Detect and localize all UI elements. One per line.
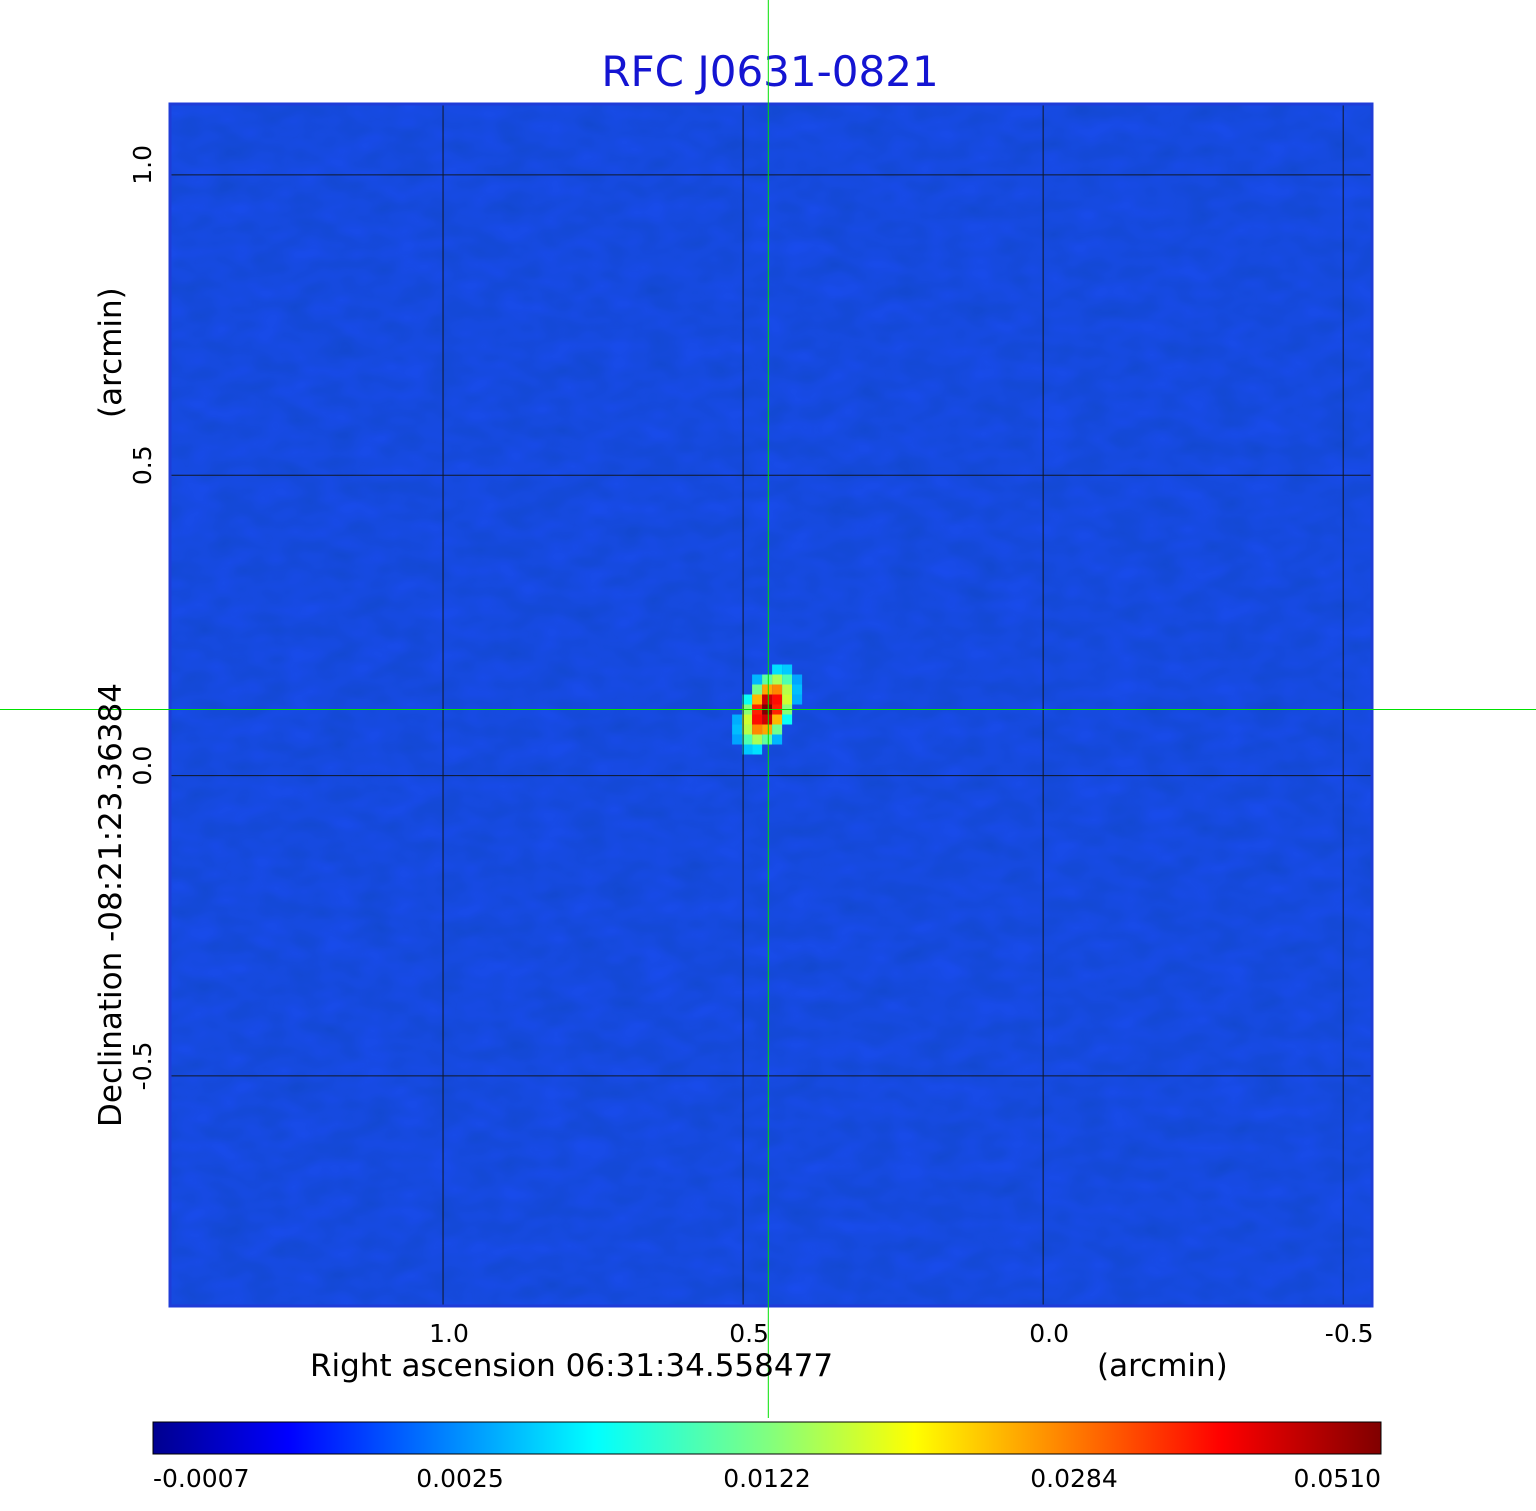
source-pixel [762,674,773,685]
source-pixel [772,734,783,745]
source-pixel [762,694,773,705]
chart-title: RFC J0631-0821 [601,47,938,96]
source-pixel [742,734,753,745]
source-pixel [762,714,773,725]
source-pixel [732,734,743,745]
source-pixel [752,674,763,685]
source-pixel [752,684,763,695]
x-tick-label: -0.5 [1325,1319,1374,1348]
source-pixel [772,684,783,695]
source-pixel [742,744,753,755]
source-pixel [782,684,793,695]
source-pixel [782,714,793,725]
source-pixel [732,724,743,735]
source-pixel [732,714,743,725]
colorbar-tick-label: 0.0284 [1030,1464,1117,1493]
colorbar-tick-label: 0.0122 [723,1464,810,1493]
source-pixel [772,714,783,725]
crosshair [0,0,1536,1418]
y-axis-label: Declination -08:21:23.36384 [93,683,129,1127]
source-pixel [782,694,793,705]
x-tick-labels: 1.0 0.5 0.0 -0.5 [429,1319,1373,1348]
x-tick-label: 0.0 [1029,1319,1069,1348]
colorbar-tick-label: -0.0007 [153,1464,250,1493]
source-pixel [772,664,783,675]
source-pixel [762,734,773,745]
source-pixel [792,694,803,705]
colorbar: -0.0007 0.0025 0.0122 0.0284 0.0510 [152,1421,1382,1493]
x-axis-unit: (arcmin) [1097,1348,1228,1384]
source-pixel [752,724,763,735]
source-pixel [752,734,763,745]
source-pixel [752,714,763,725]
colorbar-gradient [152,1421,1382,1455]
source-pixel [772,724,783,735]
colorbar-tick-label: 0.0510 [1294,1464,1381,1493]
source-pixel [762,724,773,735]
y-tick-label: 0.5 [128,445,157,485]
source-pixel [772,674,783,685]
y-axis-unit: (arcmin) [93,287,129,418]
source-pixel [782,674,793,685]
x-tick-label: 1.0 [429,1319,469,1348]
colorbar-tick-label: 0.0025 [416,1464,503,1493]
plot-frame [168,102,1374,1308]
y-tick-label: -0.5 [128,1042,157,1091]
source-pixel [742,714,753,725]
y-tick-labels: 1.0 0.5 0.0 -0.5 [128,145,157,1090]
source-pixel [792,684,803,695]
source-pixel [792,674,803,685]
source-pixel [752,744,763,755]
y-tick-label: 0.0 [128,746,157,786]
source-pixel [782,664,793,675]
source-pixel [742,694,753,705]
plot-area [168,102,1374,1308]
source-pixel [762,684,773,695]
y-tick-label: 1.0 [128,145,157,185]
x-tick-label: 0.5 [729,1319,769,1348]
source-pixel [752,694,763,705]
x-axis-label: Right ascension 06:31:34.558477 [310,1348,833,1384]
colorbar-tick-labels: -0.0007 0.0025 0.0122 0.0284 0.0510 [153,1464,1381,1493]
source-pixel [742,724,753,735]
grid [170,104,1372,1306]
source-pixel [772,694,783,705]
